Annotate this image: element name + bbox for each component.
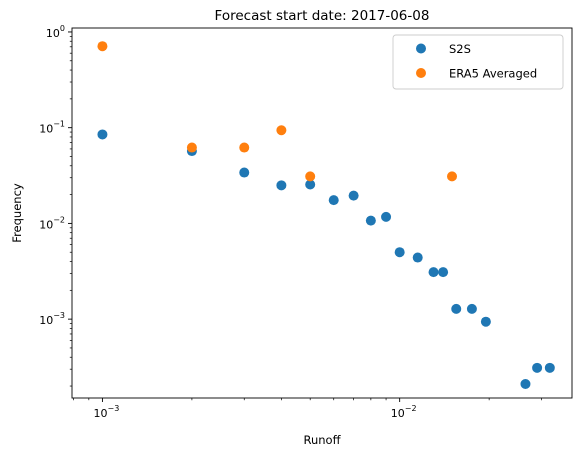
plot-frame [71, 27, 573, 399]
data-point-0-8 [381, 211, 392, 222]
data-point-1-0 [97, 41, 108, 52]
y-tick-label-1: 10−2 [39, 215, 65, 231]
legend-marker-era5 [416, 68, 426, 78]
data-point-1-1 [186, 142, 197, 153]
data-point-0-6 [348, 190, 359, 201]
data-point-0-11 [428, 267, 439, 278]
chart-title: Forecast start date: 2017-06-08 [215, 8, 430, 24]
data-point-1-5 [447, 171, 458, 182]
x-axis-label: Runoff [303, 433, 341, 447]
series-1 [97, 41, 458, 182]
y-tick-label-0: 10−3 [39, 311, 65, 327]
x-tick-label-0: 10−3 [94, 404, 120, 420]
data-points [97, 41, 555, 390]
axis-ticks: 10−3 10−2 10−3 10−2 10−1 100 [39, 24, 542, 420]
legend-box [392, 34, 564, 90]
data-point-0-15 [480, 316, 491, 327]
data-point-0-10 [412, 252, 423, 263]
y-tick-label-3: 100 [46, 24, 65, 40]
data-point-0-18 [544, 362, 555, 373]
data-point-1-2 [239, 142, 250, 153]
data-point-0-4 [305, 179, 316, 190]
legend: S2S ERA5 Averaged [392, 34, 564, 90]
legend-marker-s2s [416, 43, 426, 54]
data-point-0-7 [365, 215, 376, 226]
data-point-0-16 [520, 379, 531, 390]
data-point-0-13 [451, 303, 462, 314]
plot-area [72, 28, 572, 398]
data-point-0-2 [239, 167, 250, 178]
data-point-0-12 [438, 267, 449, 278]
legend-label-s2s: S2S [449, 42, 471, 56]
data-point-0-14 [466, 303, 477, 314]
y-axis-label: Frequency [10, 183, 24, 243]
data-point-0-3 [276, 180, 287, 191]
data-point-0-17 [532, 362, 543, 373]
y-tick-label-2: 10−1 [39, 120, 65, 136]
data-point-0-9 [394, 247, 405, 258]
data-point-1-3 [276, 125, 287, 136]
data-point-0-5 [328, 195, 339, 206]
data-point-0-0 [97, 129, 108, 140]
x-tick-label-1: 10−2 [391, 404, 417, 420]
data-point-1-4 [305, 171, 316, 182]
legend-label-era5: ERA5 Averaged [449, 67, 537, 81]
